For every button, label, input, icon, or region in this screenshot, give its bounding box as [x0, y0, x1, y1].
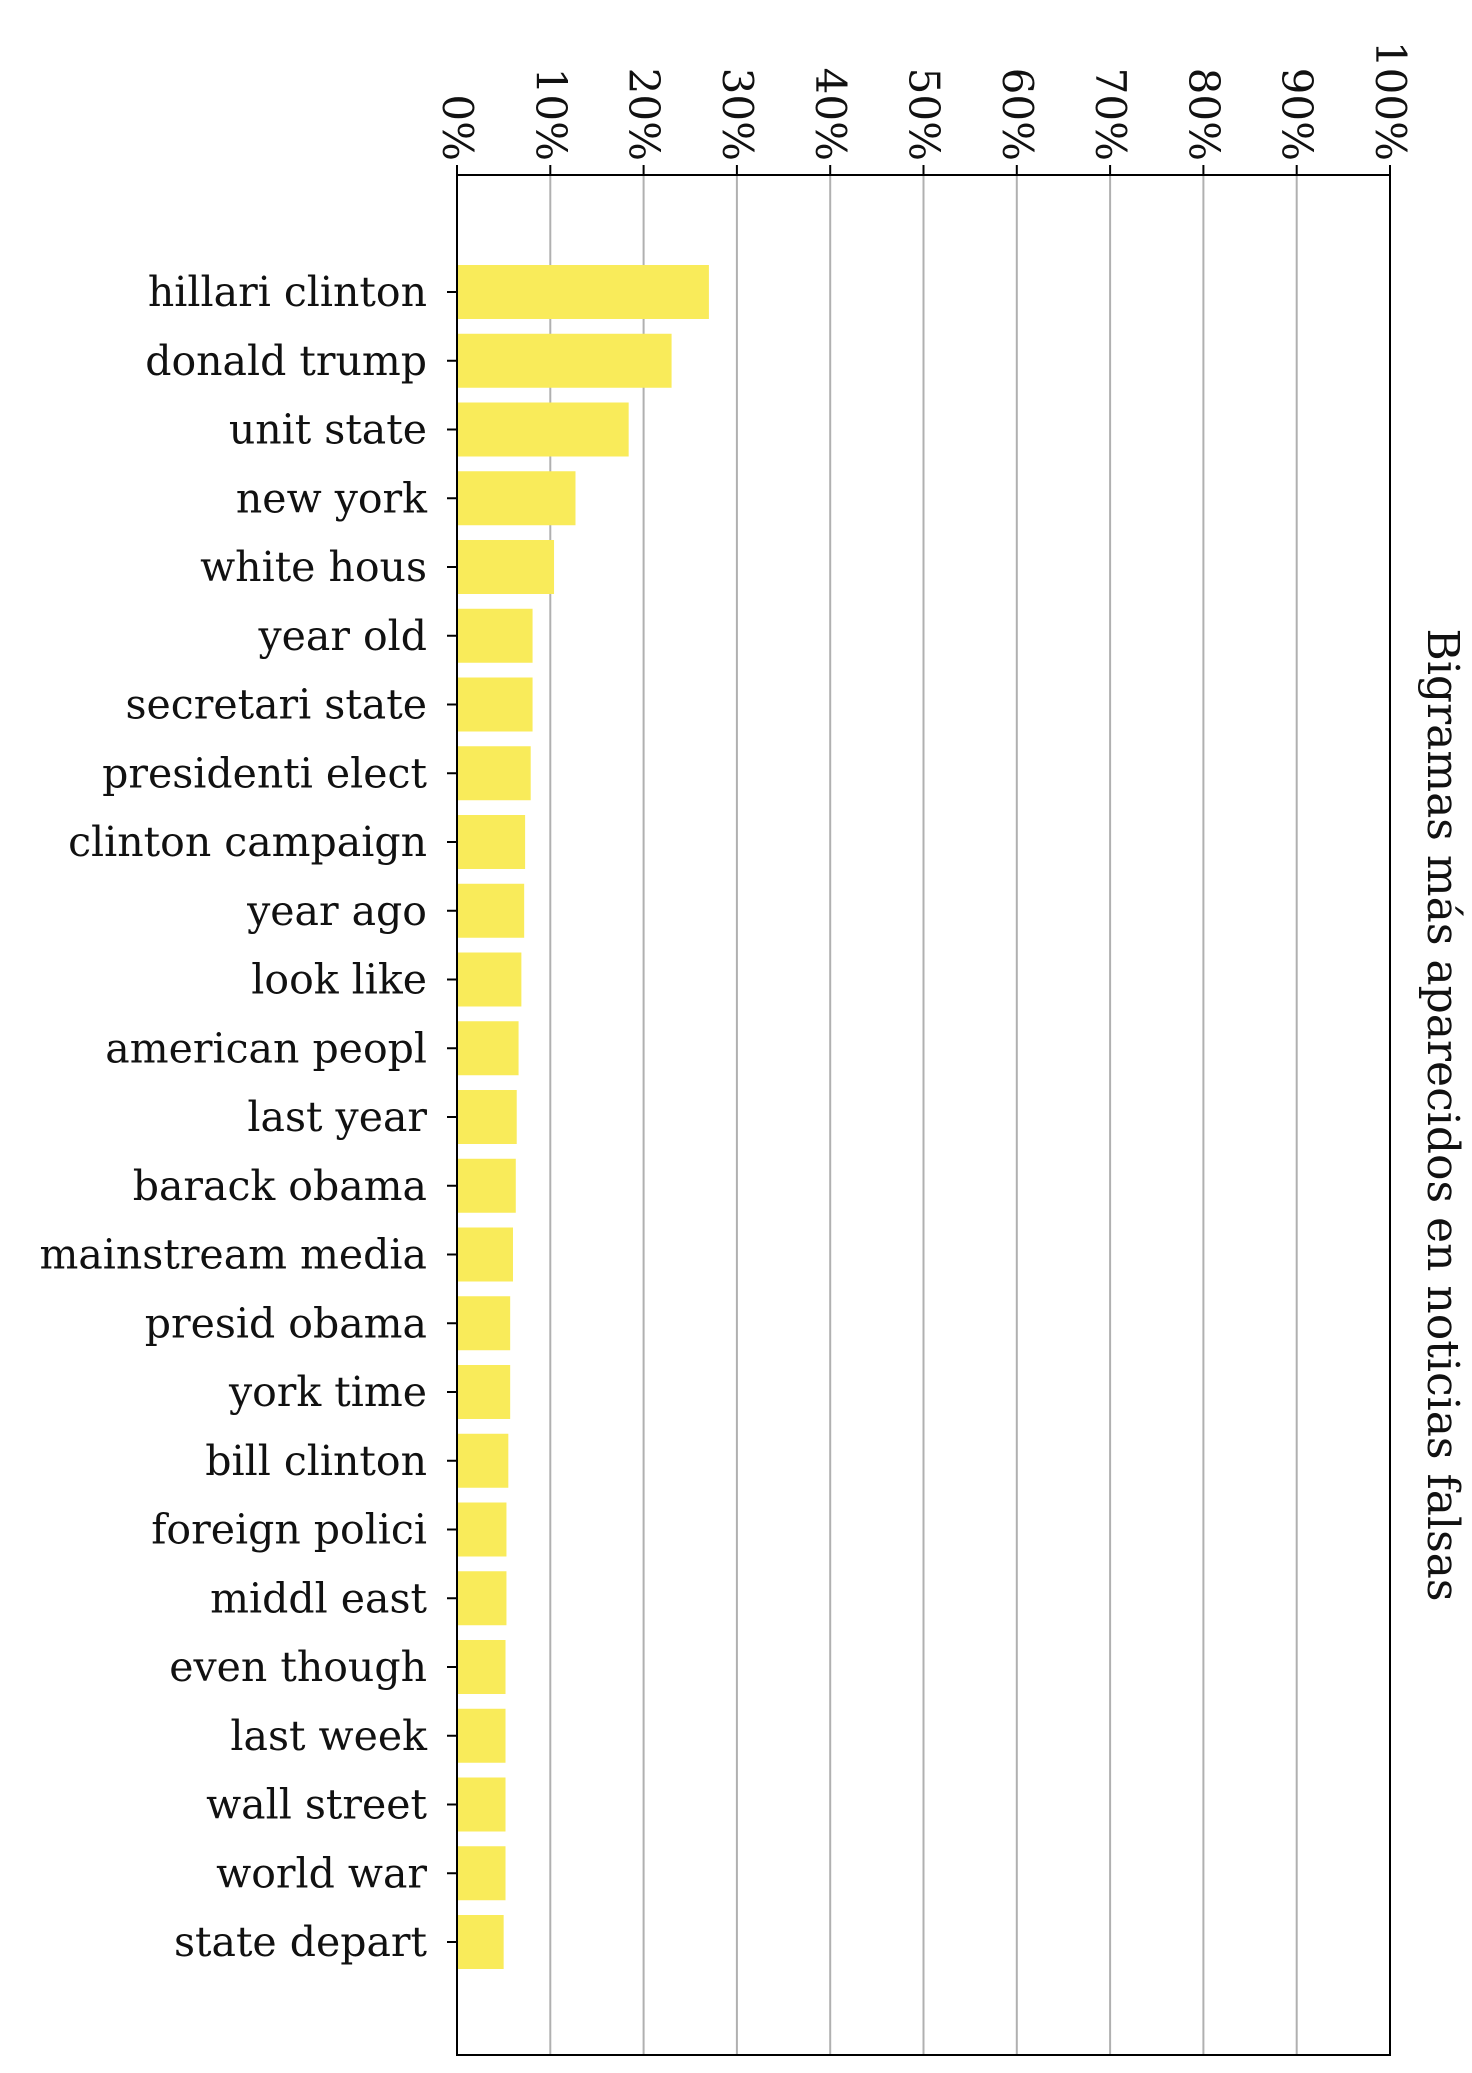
x-tick-label: 80%: [1179, 68, 1228, 161]
bar: [457, 540, 555, 594]
y-tick-label: look like: [251, 956, 427, 1004]
bar: [457, 1640, 506, 1694]
x-tick-label: 10%: [526, 68, 575, 161]
y-tick-label: hillari clinton: [148, 268, 427, 316]
bar: [457, 1090, 517, 1144]
y-tick-label: last year: [247, 1093, 427, 1141]
x-tick-label: 20%: [620, 68, 669, 161]
x-tick-label: 50%: [900, 68, 949, 161]
y-tick-label: donald trump: [145, 337, 427, 385]
y-tick-label: state depart: [174, 1918, 428, 1966]
bar: [457, 952, 522, 1007]
bar: [457, 1571, 507, 1626]
y-tick-label: secretari state: [126, 681, 428, 729]
bar: [457, 677, 533, 732]
y-tick-label: foreign polici: [151, 1506, 427, 1554]
y-tick-label: new york: [236, 474, 428, 522]
y-tick-label: last week: [230, 1712, 428, 1760]
y-tick-label: year old: [257, 612, 427, 660]
y-tick-label: barack obama: [133, 1162, 427, 1210]
x-tick-label: 60%: [993, 68, 1042, 161]
x-tick-label: 0%: [433, 94, 482, 161]
y-tick-label: presid obama: [145, 1299, 427, 1347]
plot-frame: [456, 174, 1391, 2056]
x-tick-label: 30%: [713, 68, 762, 161]
bar: [457, 265, 709, 319]
bar: [457, 1158, 516, 1213]
bar-layer: [457, 265, 709, 1969]
bar: [457, 1365, 511, 1419]
bar: [457, 1708, 506, 1763]
bar: [457, 883, 525, 938]
bar: [457, 1915, 504, 1969]
y-tick-label: even though: [169, 1643, 427, 1691]
grid-layer: [549, 175, 1298, 2055]
bar: [457, 402, 629, 457]
bar: [457, 471, 576, 526]
y-tick-label: york time: [228, 1368, 427, 1416]
bar: [457, 1227, 513, 1282]
y-tick-label: white hous: [200, 543, 427, 591]
bar: [457, 1433, 509, 1488]
y-tick-label: american peopl: [105, 1024, 427, 1072]
y-tick-label: unit state: [229, 406, 427, 454]
axis-layer: 0% 10% 20% 30% 40% 50% 60% 70% 80% 90% 100% hillari…: [39, 41, 1415, 2056]
bar: [457, 1777, 506, 1832]
bar: [457, 1846, 506, 1901]
x-tick-label: 70%: [1086, 68, 1135, 161]
x-tick-label: 40%: [806, 68, 855, 161]
y-tick-label: bill clinton: [205, 1437, 427, 1485]
x-axis-title: Bigramas más aparecidos en noticias fals…: [1417, 629, 1468, 1602]
y-tick-label: mainstream media: [39, 1231, 427, 1279]
y-tick-label: world war: [216, 1849, 427, 1897]
bar: [457, 746, 531, 801]
bar: [457, 1021, 519, 1076]
bar: [457, 608, 533, 663]
x-tick-label: 100%: [1366, 41, 1415, 161]
bar: [457, 1502, 507, 1557]
y-tick-label: wall street: [206, 1781, 427, 1829]
y-tick-label: year ago: [246, 887, 427, 935]
y-tick-label: clinton campaign: [68, 818, 427, 866]
bar: [457, 333, 672, 388]
x-tick-label: 90%: [1273, 68, 1322, 161]
y-tick-label: middl east: [210, 1574, 427, 1622]
y-tick-label: presidenti elect: [102, 749, 427, 797]
bar: [457, 815, 526, 869]
bar: [457, 1296, 511, 1351]
